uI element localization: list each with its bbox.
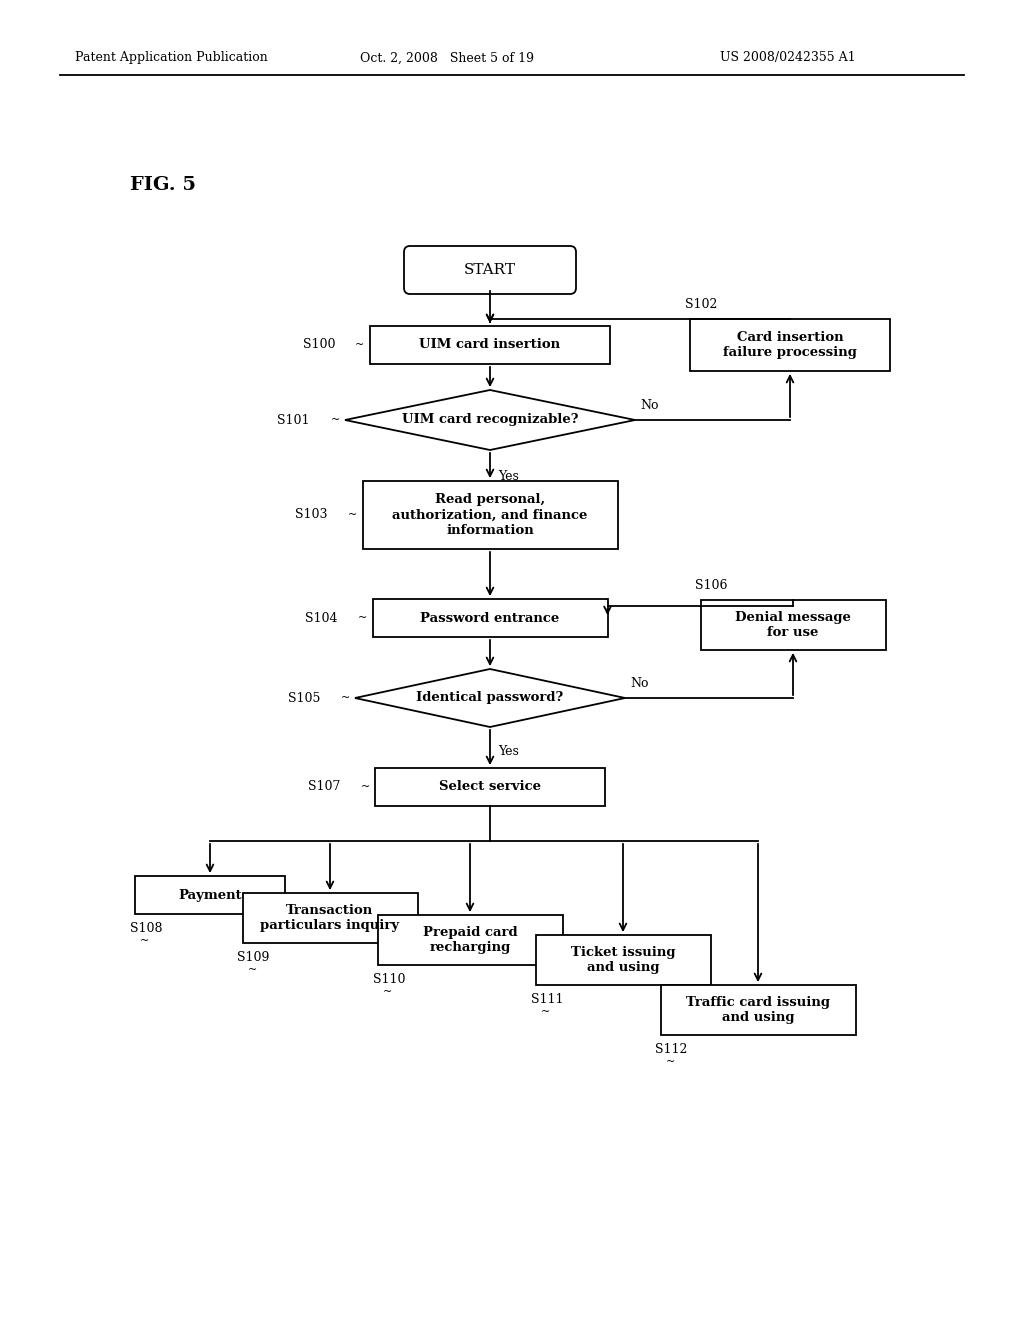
Text: UIM card recognizable?: UIM card recognizable? — [401, 413, 579, 426]
Bar — [378, 915, 562, 965]
Text: Payment: Payment — [178, 888, 242, 902]
Bar — [243, 894, 418, 942]
Text: ~: ~ — [357, 612, 368, 623]
Bar — [375, 768, 605, 807]
Text: ~: ~ — [541, 1007, 550, 1016]
Polygon shape — [345, 389, 635, 450]
Text: Ticket issuing
and using: Ticket issuing and using — [570, 946, 675, 974]
Text: Transaction
particulars inquiry: Transaction particulars inquiry — [260, 904, 399, 932]
Text: ~: ~ — [666, 1057, 675, 1067]
Text: ~: ~ — [360, 781, 370, 792]
Text: S111: S111 — [530, 993, 563, 1006]
Bar — [536, 935, 711, 985]
Bar — [660, 985, 855, 1035]
Text: S102: S102 — [685, 298, 718, 312]
Text: Identical password?: Identical password? — [417, 692, 563, 705]
Text: S108: S108 — [130, 921, 163, 935]
Text: Oct. 2, 2008   Sheet 5 of 19: Oct. 2, 2008 Sheet 5 of 19 — [360, 51, 534, 65]
Text: FIG. 5: FIG. 5 — [130, 176, 196, 194]
Bar — [370, 326, 610, 364]
Text: S105: S105 — [288, 692, 319, 705]
Text: Select service: Select service — [439, 780, 541, 793]
Text: START: START — [464, 263, 516, 277]
Text: ~: ~ — [355, 341, 365, 350]
Text: Read personal,
authorization, and finance
information: Read personal, authorization, and financ… — [392, 494, 588, 536]
Text: S100: S100 — [302, 338, 335, 351]
Bar — [690, 319, 890, 371]
Text: S107: S107 — [307, 780, 340, 793]
Text: S104: S104 — [305, 611, 338, 624]
Text: ~: ~ — [340, 693, 349, 704]
Text: Traffic card issuing
and using: Traffic card issuing and using — [686, 997, 830, 1024]
Text: ~: ~ — [348, 510, 357, 520]
Text: ~: ~ — [140, 936, 150, 946]
Text: S106: S106 — [695, 579, 728, 591]
Text: S109: S109 — [238, 950, 270, 964]
Text: No: No — [630, 677, 648, 690]
Text: Card insertion
failure processing: Card insertion failure processing — [723, 331, 857, 359]
Bar — [700, 601, 886, 649]
Text: S103: S103 — [295, 508, 328, 521]
Text: ~: ~ — [331, 414, 340, 425]
Text: Patent Application Publication: Patent Application Publication — [75, 51, 267, 65]
Bar — [135, 876, 285, 913]
Text: Prepaid card
recharging: Prepaid card recharging — [423, 927, 517, 954]
Text: ~: ~ — [383, 987, 392, 997]
Polygon shape — [355, 669, 625, 727]
FancyBboxPatch shape — [404, 246, 575, 294]
Text: S110: S110 — [373, 973, 406, 986]
Text: Yes: Yes — [498, 470, 519, 483]
Text: Password entrance: Password entrance — [421, 611, 560, 624]
Text: ~: ~ — [248, 965, 257, 975]
Text: S112: S112 — [655, 1043, 688, 1056]
Text: S101: S101 — [278, 413, 310, 426]
Text: Denial message
for use: Denial message for use — [735, 611, 851, 639]
Bar — [373, 599, 607, 638]
Text: US 2008/0242355 A1: US 2008/0242355 A1 — [720, 51, 856, 65]
Text: Yes: Yes — [498, 744, 519, 758]
Text: No: No — [640, 399, 658, 412]
Bar — [362, 480, 617, 549]
Text: UIM card insertion: UIM card insertion — [420, 338, 560, 351]
